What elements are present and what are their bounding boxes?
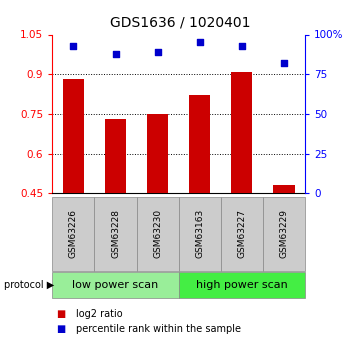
Point xyxy=(113,51,118,56)
Bar xyxy=(231,71,252,193)
Text: low power scan: low power scan xyxy=(73,280,158,290)
Bar xyxy=(147,114,168,193)
Point xyxy=(155,49,161,55)
Text: GSM63230: GSM63230 xyxy=(153,209,162,258)
Text: GSM63229: GSM63229 xyxy=(279,209,288,258)
Text: GSM63227: GSM63227 xyxy=(238,209,246,258)
Bar xyxy=(105,119,126,193)
Bar xyxy=(189,95,210,193)
Point xyxy=(239,43,245,48)
Text: GDS1636 / 1020401: GDS1636 / 1020401 xyxy=(110,16,251,30)
Point xyxy=(281,60,287,66)
Bar xyxy=(274,185,295,193)
Point xyxy=(70,43,76,48)
Text: ■: ■ xyxy=(56,325,65,334)
Text: GSM63228: GSM63228 xyxy=(111,209,120,258)
Point xyxy=(197,40,203,45)
Text: high power scan: high power scan xyxy=(196,280,288,290)
Text: GSM63163: GSM63163 xyxy=(195,209,204,258)
Text: log2 ratio: log2 ratio xyxy=(76,309,122,319)
Text: protocol ▶: protocol ▶ xyxy=(4,280,54,290)
Text: percentile rank within the sample: percentile rank within the sample xyxy=(76,325,241,334)
Text: GSM63226: GSM63226 xyxy=(69,209,78,258)
Text: ■: ■ xyxy=(56,309,65,319)
Bar xyxy=(63,79,84,193)
